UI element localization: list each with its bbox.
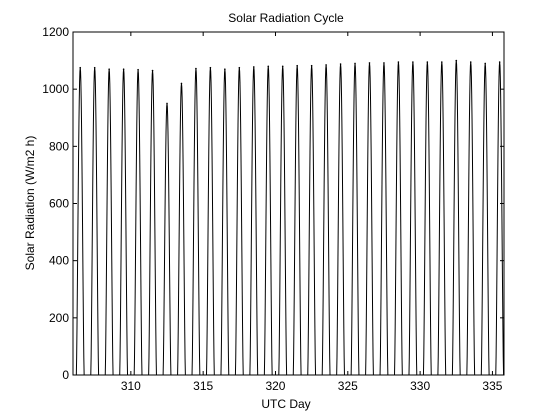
- y-axis-ticks: 0 200 400 600 800 1000 1200: [42, 25, 504, 382]
- x-tick-label: 315: [193, 379, 213, 393]
- daily-peak-point: [122, 68, 125, 70]
- daily-peak-point: [195, 67, 197, 70]
- daily-peak-point: [397, 61, 400, 63]
- y-tick-label: 0: [62, 368, 69, 382]
- daily-peak-point: [325, 64, 327, 66]
- y-axis-label: Solar Radiation (W/m2 h): [23, 136, 37, 271]
- x-tick-label: 335: [482, 379, 502, 393]
- daily-peak-point: [426, 61, 429, 63]
- x-tick-label: 310: [121, 379, 141, 393]
- daily-peak-point: [137, 68, 139, 71]
- daily-peak-point: [469, 61, 472, 63]
- daily-peak-point: [498, 61, 501, 63]
- daily-peak-point: [238, 66, 241, 69]
- chart-title: Solar Radiation Cycle: [228, 11, 344, 25]
- plot-area: [73, 32, 504, 375]
- daily-peak-point: [296, 64, 298, 67]
- daily-peak-point: [310, 64, 313, 67]
- daily-peak-point: [339, 63, 342, 65]
- x-tick-label: 330: [410, 379, 430, 393]
- daily-peak-point: [455, 59, 458, 62]
- y-tick-label: 200: [49, 311, 69, 325]
- daily-peak-point: [180, 82, 183, 85]
- daily-peak-point: [441, 61, 443, 63]
- daily-peak-point: [484, 62, 486, 65]
- daily-peak-point: [108, 68, 110, 70]
- y-tick-label: 1200: [42, 25, 69, 39]
- daily-peak-point: [412, 61, 414, 63]
- daily-peak-point: [252, 66, 255, 68]
- x-tick-label: 320: [265, 379, 285, 393]
- daily-peak-point: [383, 62, 385, 64]
- daily-peak-point: [354, 62, 356, 65]
- daily-peak-point: [166, 102, 168, 105]
- y-tick-label: 800: [49, 139, 69, 153]
- x-tick-label: 325: [338, 379, 358, 393]
- x-axis-ticks: 310 315 320 325 330 335: [121, 32, 503, 393]
- y-tick-label: 600: [49, 197, 69, 211]
- x-axis-label: UTC Day: [261, 397, 310, 411]
- daily-peak-point: [224, 68, 226, 70]
- daily-peak-point: [267, 65, 270, 68]
- daily-peak-point: [93, 66, 96, 69]
- daily-peak-point: [281, 65, 284, 68]
- daily-peak-point: [151, 69, 154, 72]
- y-tick-label: 1000: [42, 82, 69, 96]
- daily-peak-point: [368, 62, 371, 64]
- y-tick-label: 400: [49, 254, 69, 268]
- daily-peak-point: [209, 66, 212, 69]
- daily-peak-point: [79, 66, 82, 69]
